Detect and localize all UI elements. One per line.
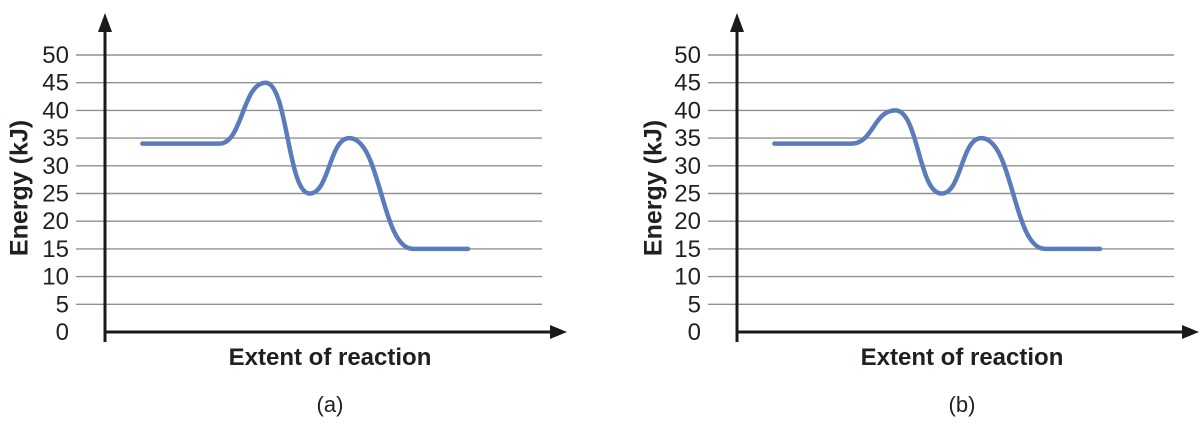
y-tick-label: 15 xyxy=(674,236,701,263)
x-axis-label-a: Extent of reaction xyxy=(228,344,432,371)
y-axis-label-b: Energy (kJ) xyxy=(639,119,668,257)
y-tick-label: 25 xyxy=(42,181,69,208)
y-tick-label: 20 xyxy=(674,208,701,235)
y-tick-label: 20 xyxy=(42,208,69,235)
y-tick-label: 45 xyxy=(674,70,701,97)
y-axis-arrowhead xyxy=(98,13,112,32)
energy-profile-curve xyxy=(772,108,1103,252)
x-axis-arrowhead xyxy=(1182,325,1199,339)
energy-diagram-panel-b: 0 5 10 15 20 25 30 35 40 45 50 Energy (kJ) Extent … xyxy=(600,0,1200,428)
y-tick-label: 10 xyxy=(674,264,701,291)
energy-profile-curve xyxy=(140,80,471,252)
y-tick-label: 5 xyxy=(56,291,69,318)
y-tick-label: 35 xyxy=(42,125,69,152)
x-axis-arrowhead xyxy=(550,325,567,339)
y-tick-label: 40 xyxy=(674,97,701,124)
y-tick-label: 0 xyxy=(56,319,69,346)
panel-caption-a: (a) xyxy=(316,392,344,417)
y-tick-label: 30 xyxy=(42,153,69,180)
y-tick-label: 40 xyxy=(42,97,69,124)
y-axis-arrowhead xyxy=(730,13,744,32)
y-tick-label: 30 xyxy=(674,153,701,180)
panel-caption-b: (b) xyxy=(948,392,976,417)
y-tick-label: 50 xyxy=(42,42,69,69)
y-tick-label: 35 xyxy=(674,125,701,152)
y-tick-label: 15 xyxy=(42,236,69,263)
y-tick-label: 0 xyxy=(688,319,701,346)
y-axis-label-a: Energy (kJ) xyxy=(5,119,34,257)
y-tick-label: 50 xyxy=(674,42,701,69)
y-tick-label: 45 xyxy=(42,70,69,97)
energy-diagram-panel-a: 0 5 10 15 20 25 30 35 40 45 50 Energy (kJ) Extent … xyxy=(5,13,567,417)
y-tick-label: 10 xyxy=(42,264,69,291)
y-tick-label: 5 xyxy=(688,291,701,318)
y-tick-label: 25 xyxy=(674,181,701,208)
x-axis-label-b: Extent of reaction xyxy=(860,344,1064,371)
